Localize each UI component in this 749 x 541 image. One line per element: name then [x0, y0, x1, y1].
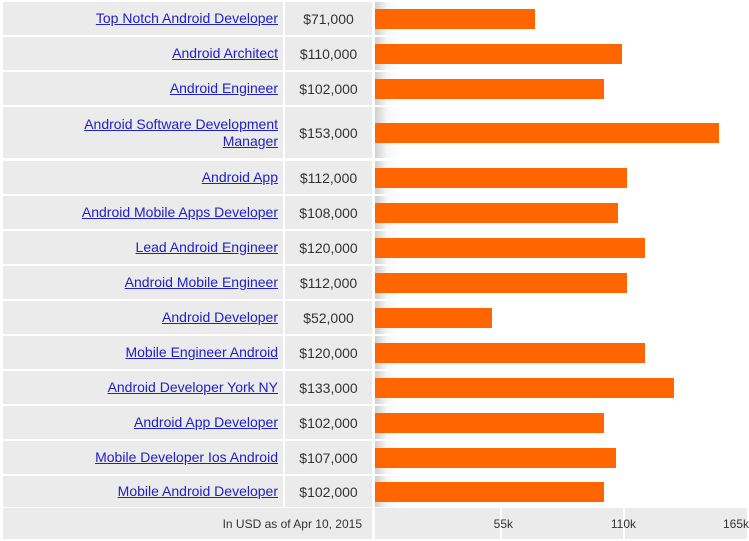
table-row: Lead Android Engineer $120,000 [0, 231, 749, 264]
table-row: Android Architect $110,000 [0, 37, 749, 70]
job-title-link[interactable]: Android Software Development Manager [84, 115, 278, 149]
bar-track [375, 371, 749, 404]
table-row: Android Engineer $102,000 [0, 72, 749, 105]
salary-value-label: $71,000 [285, 2, 372, 35]
salary-value-label: $52,000 [285, 301, 372, 334]
job-title-link[interactable]: Android Mobile Engineer [124, 274, 278, 290]
job-title-cell: Top Notch Android Developer [3, 2, 283, 35]
job-title-link[interactable]: Android Architect [172, 45, 278, 61]
salary-bar [375, 343, 645, 363]
job-title-cell: Mobile Engineer Android [3, 336, 283, 369]
salary-bar [375, 413, 604, 433]
currency-note-text: In USD as of Apr 10, 2015 [222, 516, 362, 531]
job-title-link[interactable]: Android App [201, 169, 278, 185]
bar-track [375, 2, 749, 35]
table-row: Mobile Android Developer $102,000 [0, 476, 749, 507]
table-row: Android App Developer $102,000 [0, 406, 749, 439]
job-title-link[interactable]: Lead Android Engineer [135, 239, 278, 255]
salary-value-label: $102,000 [285, 406, 372, 439]
salary-value-label: $120,000 [285, 336, 372, 369]
job-title-link[interactable]: Mobile Developer Ios Android [95, 449, 278, 465]
salary-bar [375, 308, 492, 328]
job-title-link[interactable]: Android Developer York NY [107, 379, 278, 395]
job-title-link[interactable]: Mobile Engineer Android [125, 344, 278, 360]
chart-footer: In USD as of Apr 10, 2015 55k 110k 165k [0, 508, 749, 541]
job-title-cell: Android Software Development Manager [3, 107, 283, 158]
table-row: Android Software Development Manager $153… [0, 107, 749, 158]
table-row: Android Developer $52,000 [0, 301, 749, 334]
table-row: Android Mobile Apps Developer $108,000 [0, 196, 749, 229]
table-row: Android Developer York NY $133,000 [0, 371, 749, 404]
bar-track [375, 336, 749, 369]
x-tick-separator [747, 508, 749, 539]
job-title-link[interactable]: Android App Developer [134, 414, 278, 430]
table-row: Android Mobile Engineer $112,000 [0, 266, 749, 299]
salary-bar [375, 44, 622, 64]
salary-value-label: $120,000 [285, 231, 372, 264]
x-tick-label: 110k [610, 516, 636, 531]
salary-value-label: $108,000 [285, 196, 372, 229]
currency-note: In USD as of Apr 10, 2015 [3, 508, 372, 539]
salary-value-label: $102,000 [285, 476, 372, 507]
table-row: Mobile Developer Ios Android $107,000 [0, 441, 749, 474]
x-tick-label: 55k [493, 516, 513, 531]
salary-bar [375, 79, 604, 99]
job-title-cell: Android Architect [3, 37, 283, 70]
job-title-link[interactable]: Top Notch Android Developer [95, 10, 278, 26]
bar-track [375, 266, 749, 299]
job-title-link[interactable]: Android Engineer [169, 80, 278, 96]
bar-track [375, 406, 749, 439]
salary-bar [375, 448, 616, 468]
salary-bar [375, 203, 618, 223]
bar-track [375, 231, 749, 264]
table-row: Mobile Engineer Android $120,000 [0, 336, 749, 369]
job-title-cell: Mobile Developer Ios Android [3, 441, 283, 474]
salary-bar [375, 482, 604, 502]
salary-bar [375, 273, 627, 293]
salary-value-label: $153,000 [285, 107, 372, 158]
job-title-link[interactable]: Android Developer [162, 309, 278, 325]
salary-value-label: $102,000 [285, 72, 372, 105]
job-title-cell: Android Engineer [3, 72, 283, 105]
salary-bar [375, 238, 645, 258]
job-title-cell: Android Mobile Engineer [3, 266, 283, 299]
bar-track [375, 72, 749, 105]
salary-value-label: $107,000 [285, 441, 372, 474]
x-tick-separator [623, 508, 625, 539]
bar-track [375, 301, 749, 334]
salary-value-label: $112,000 [285, 161, 372, 194]
job-title-cell: Mobile Android Developer [3, 476, 283, 507]
job-title-link[interactable]: Android Mobile Apps Developer [81, 204, 278, 220]
salary-bar [375, 9, 535, 29]
job-title-cell: Android Developer York NY [3, 371, 283, 404]
job-title-cell: Android App Developer [3, 406, 283, 439]
salary-bar [375, 378, 674, 398]
job-title-cell: Lead Android Engineer [3, 231, 283, 264]
x-axis: 55k 110k 165k [375, 508, 749, 539]
bar-track [375, 441, 749, 474]
job-title-cell: Android App [3, 161, 283, 194]
job-title-link[interactable]: Mobile Android Developer [117, 483, 278, 499]
x-tick-label: 165k [722, 516, 749, 531]
salary-value-label: $112,000 [285, 266, 372, 299]
bar-track [375, 161, 749, 194]
salary-value-label: $110,000 [285, 37, 372, 70]
salary-bar [375, 123, 719, 143]
bar-track [375, 107, 749, 158]
x-tick-separator [500, 508, 502, 539]
table-row: Top Notch Android Developer $71,000 [0, 2, 749, 35]
table-row: Android App $112,000 [0, 161, 749, 194]
bar-track [375, 196, 749, 229]
job-title-cell: Android Mobile Apps Developer [3, 196, 283, 229]
bar-track [375, 37, 749, 70]
job-title-cell: Android Developer [3, 301, 283, 334]
salary-bar [375, 168, 627, 188]
bar-track [375, 476, 749, 507]
salary-value-label: $133,000 [285, 371, 372, 404]
